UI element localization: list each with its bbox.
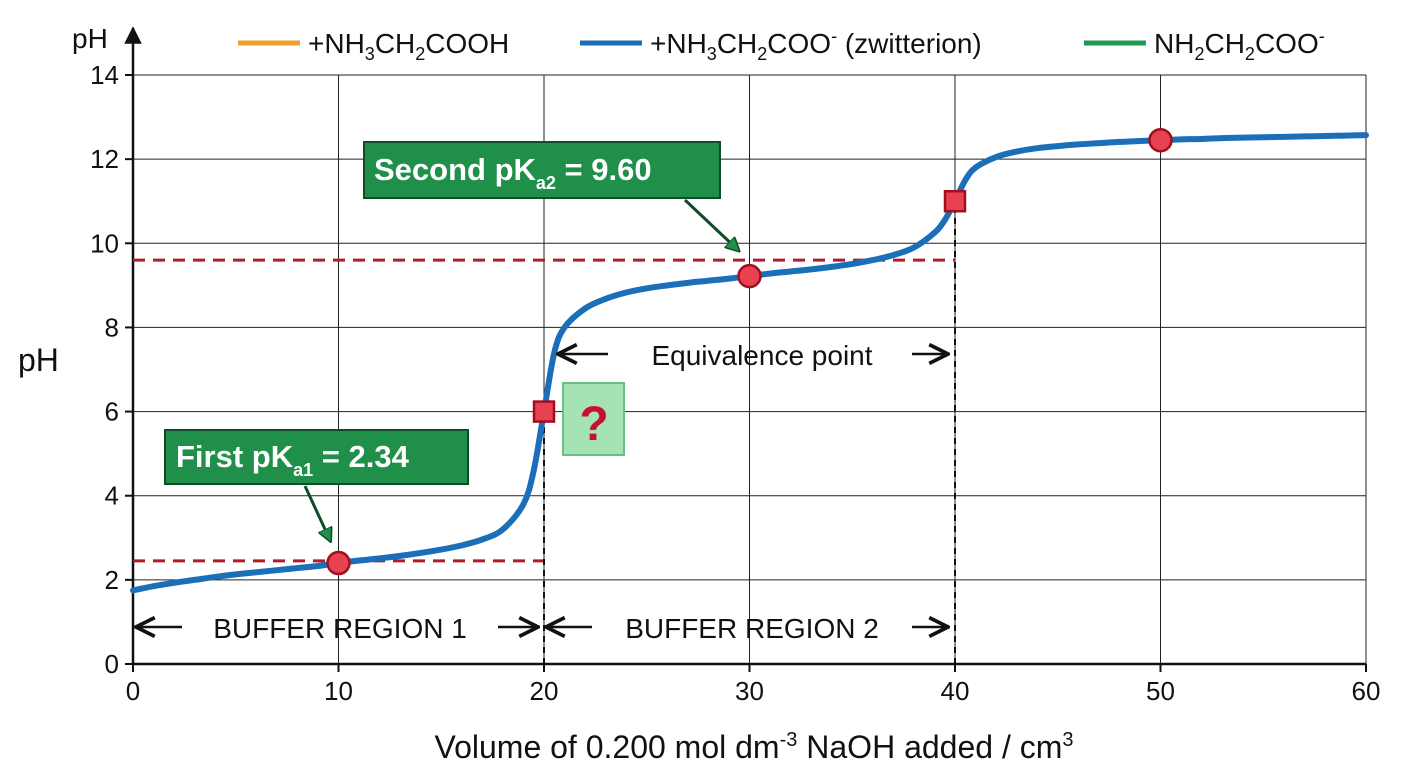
y-tick-label: 12 [90,144,119,174]
circle-marker [737,263,762,289]
y-tick-label: 14 [90,60,119,90]
x-tick-label: 10 [324,676,353,706]
buffer-region-2-label: BUFFER REGION 2 [625,613,879,644]
square-marker [943,189,967,213]
pka2-callout-text: Second pKa2 = 9.60 [374,152,652,193]
legend-label: NH2CH2COO- [1154,26,1325,64]
y-tick-label: 6 [105,397,119,427]
y-tick-label: 8 [105,312,119,342]
circle-marker [1148,127,1173,153]
tick-labels: 0 10 20 30 40 50 60 0 2 4 6 8 10 12 14 [90,60,1380,706]
square-marker [532,400,556,423]
circle-marker [326,550,351,576]
x-tick-label: 0 [126,676,140,706]
x-tick-label: 60 [1352,676,1381,706]
pka1-callout: First pKa1 = 2.34 [164,429,469,540]
y-axis-top-label: pH [72,23,108,54]
x-tick-label: 50 [1146,676,1175,706]
axes [124,26,1367,672]
point-markers [326,127,1173,576]
buffer-region-1-label: BUFFER REGION 1 [213,613,467,644]
x-tick-label: 40 [941,676,970,706]
region-annotations: BUFFER REGION 1 BUFFER REGION 2 Equivale… [136,340,948,644]
pka2-callout: Second pKa2 = 9.60 [363,141,738,250]
x-tick-label: 30 [735,676,764,706]
pka1-callout-text: First pKa1 = 2.34 [176,439,410,480]
legend-label: +NH3CH2COOH [308,28,509,64]
equivalence-point-label: Equivalence point [651,340,872,371]
pka1-callout-box [164,429,469,485]
question-box: ? [562,382,625,456]
pka2-callout-arrow [683,198,738,250]
question-mark: ? [579,398,608,451]
x-tick-label: 20 [530,676,559,706]
x-axis-label: Volume of 0.200 mol dm-3 NaOH added / cm… [435,729,1074,765]
y-tick-label: 2 [105,565,119,595]
grid-lines [133,74,1367,664]
y-tick-label: 4 [105,481,119,511]
pka2-callout-box [363,141,721,199]
pka1-callout-arrow [303,485,330,540]
legend: +NH3CH2COOH +NH3CH2COO- (zwitterion) NH2CH… [238,26,1325,64]
y-tick-label: 10 [90,228,119,258]
question-box-bg [562,382,625,456]
y-axis-label: pH [18,342,59,378]
legend-label: +NH3CH2COO- (zwitterion) [650,26,982,64]
y-tick-label: 0 [105,649,119,679]
